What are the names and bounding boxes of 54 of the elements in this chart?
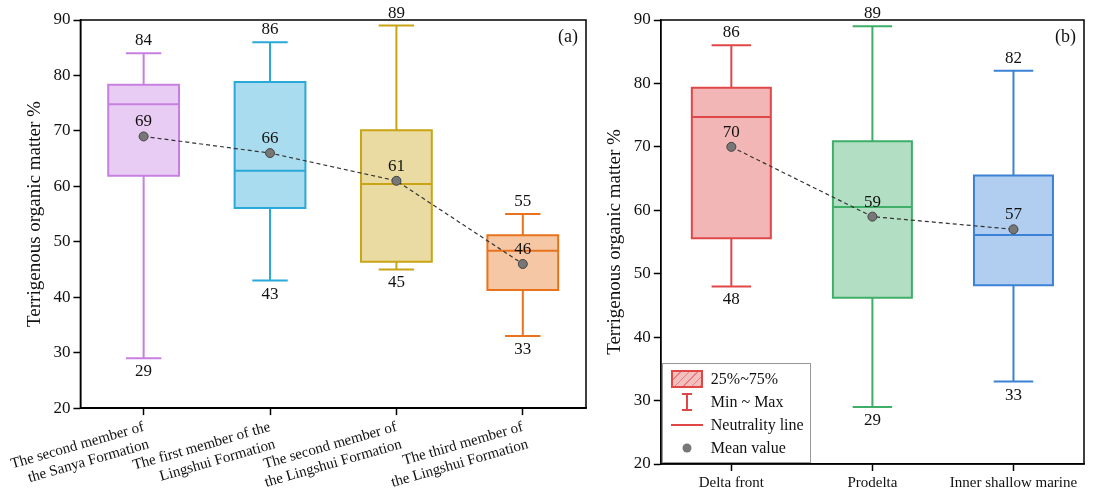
point	[391, 175, 402, 186]
data-label: 57	[1004, 204, 1023, 224]
legend-label: 25%~75%	[710, 369, 779, 388]
annotation: 45	[387, 272, 405, 292]
point	[265, 148, 276, 159]
point	[1008, 224, 1019, 235]
annotation: 43	[261, 283, 279, 303]
y-tick-label: 90	[53, 9, 71, 29]
annotation: 33	[514, 339, 532, 359]
annotation: 29	[863, 409, 881, 429]
y-axis-title: Terrigenous organic matter %	[603, 128, 625, 355]
data-label: 66	[261, 128, 279, 148]
annotation: (b)	[1055, 25, 1076, 47]
y-tick-label: 80	[53, 64, 71, 84]
legend-label: Mean value	[710, 438, 786, 457]
annotation: 86	[261, 19, 279, 39]
annotation: Min ~ Max	[710, 392, 784, 411]
x-tick-label: Inner shallow marine	[949, 473, 1078, 490]
annotation: 55	[514, 191, 532, 211]
y-axis-title: Terrigenous organic matter %	[23, 101, 45, 327]
annotation: 89	[863, 3, 881, 23]
point	[517, 258, 528, 269]
annotation: 29	[135, 361, 153, 381]
annotation: 33	[1004, 384, 1022, 404]
data-label: 61	[387, 155, 405, 175]
point	[138, 131, 149, 142]
point	[867, 211, 878, 222]
y-tick-label: 70	[53, 120, 71, 140]
y-tick-label: 50	[633, 263, 651, 283]
annotation: 86	[722, 22, 740, 42]
data-label: 59	[863, 191, 881, 211]
y-tick-label: 50	[53, 231, 71, 251]
annotation: 82	[1004, 47, 1022, 67]
annotation: Neutrality line	[710, 415, 804, 434]
y-tick-label: 90	[633, 9, 651, 29]
annotation: 84	[135, 30, 153, 50]
data-label: 69	[135, 111, 153, 131]
y-tick-label: 60	[53, 175, 71, 195]
y-tick-label: 20	[53, 397, 71, 417]
annotation: 48	[722, 289, 740, 309]
y-tick-label: 40	[53, 286, 71, 306]
y-tick-label: 70	[633, 136, 651, 156]
y-tick-label: 60	[633, 199, 651, 219]
point	[726, 141, 737, 152]
annotation: 89	[387, 2, 405, 22]
y-tick-label: 30	[53, 342, 71, 362]
x-tick-label: Prodelta	[847, 473, 898, 490]
x-tick-label: Delta front	[698, 473, 765, 490]
annotation: (a)	[558, 25, 578, 47]
y-tick-label: 40	[633, 326, 651, 346]
y-tick-label: 80	[633, 72, 651, 92]
data-label: 70	[722, 121, 740, 141]
y-tick-label: 30	[633, 390, 651, 410]
y-tick-label: 20	[633, 453, 651, 473]
